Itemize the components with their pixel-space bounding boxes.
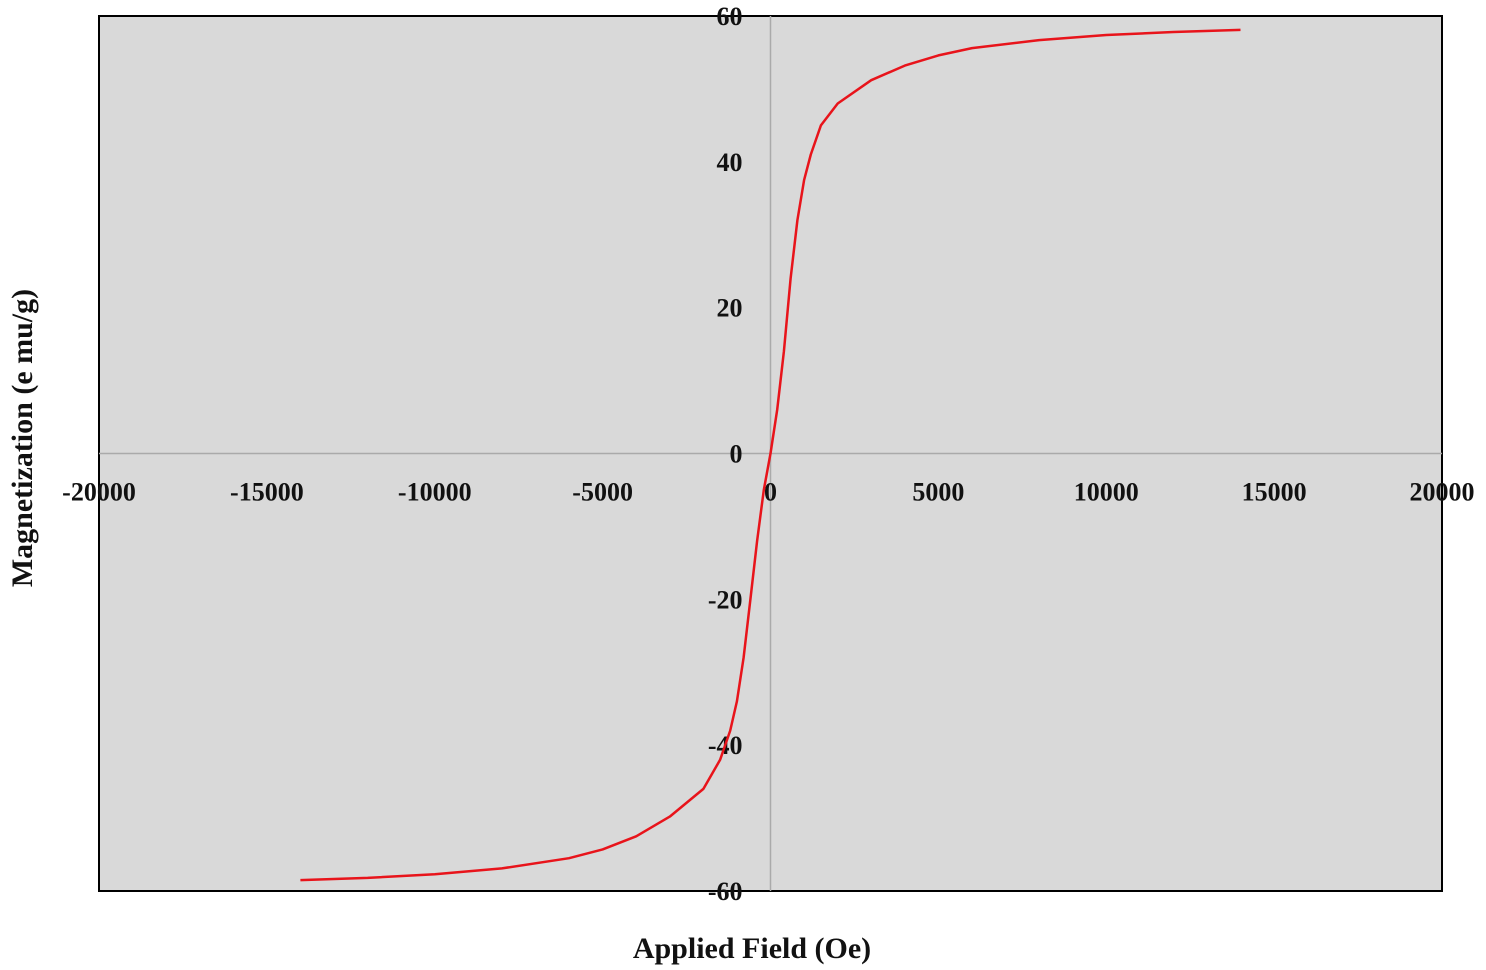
x-tick-label: 20000	[1410, 478, 1475, 507]
y-tick-label: -60	[708, 877, 743, 906]
x-tick-label: -10000	[398, 478, 472, 507]
magnetization-curve	[300, 28, 1241, 882]
x-axis-title: Applied Field (Oe)	[633, 932, 871, 965]
x-tick-label: -20000	[62, 478, 136, 507]
x-tick-label: -5000	[572, 478, 633, 507]
x-tick-label: 15000	[1242, 478, 1307, 507]
y-axis-title: Magnetization (e mu/g)	[6, 289, 39, 587]
x-tick-labels: -20000 -15000 -10000 -5000 0 5000 10000 15000 20…	[62, 478, 1474, 507]
series-layer	[300, 28, 1241, 882]
x-tick-label: 0	[764, 478, 777, 507]
y-tick-label: 40	[717, 148, 743, 177]
y-tick-label: 60	[717, 2, 743, 31]
x-tick-label: -15000	[230, 478, 304, 507]
x-tick-label: 10000	[1074, 478, 1139, 507]
y-tick-label: -20	[708, 585, 743, 614]
y-tick-label: 0	[730, 440, 743, 469]
x-tick-label: 5000	[912, 478, 964, 507]
y-tick-label: 20	[717, 294, 743, 323]
